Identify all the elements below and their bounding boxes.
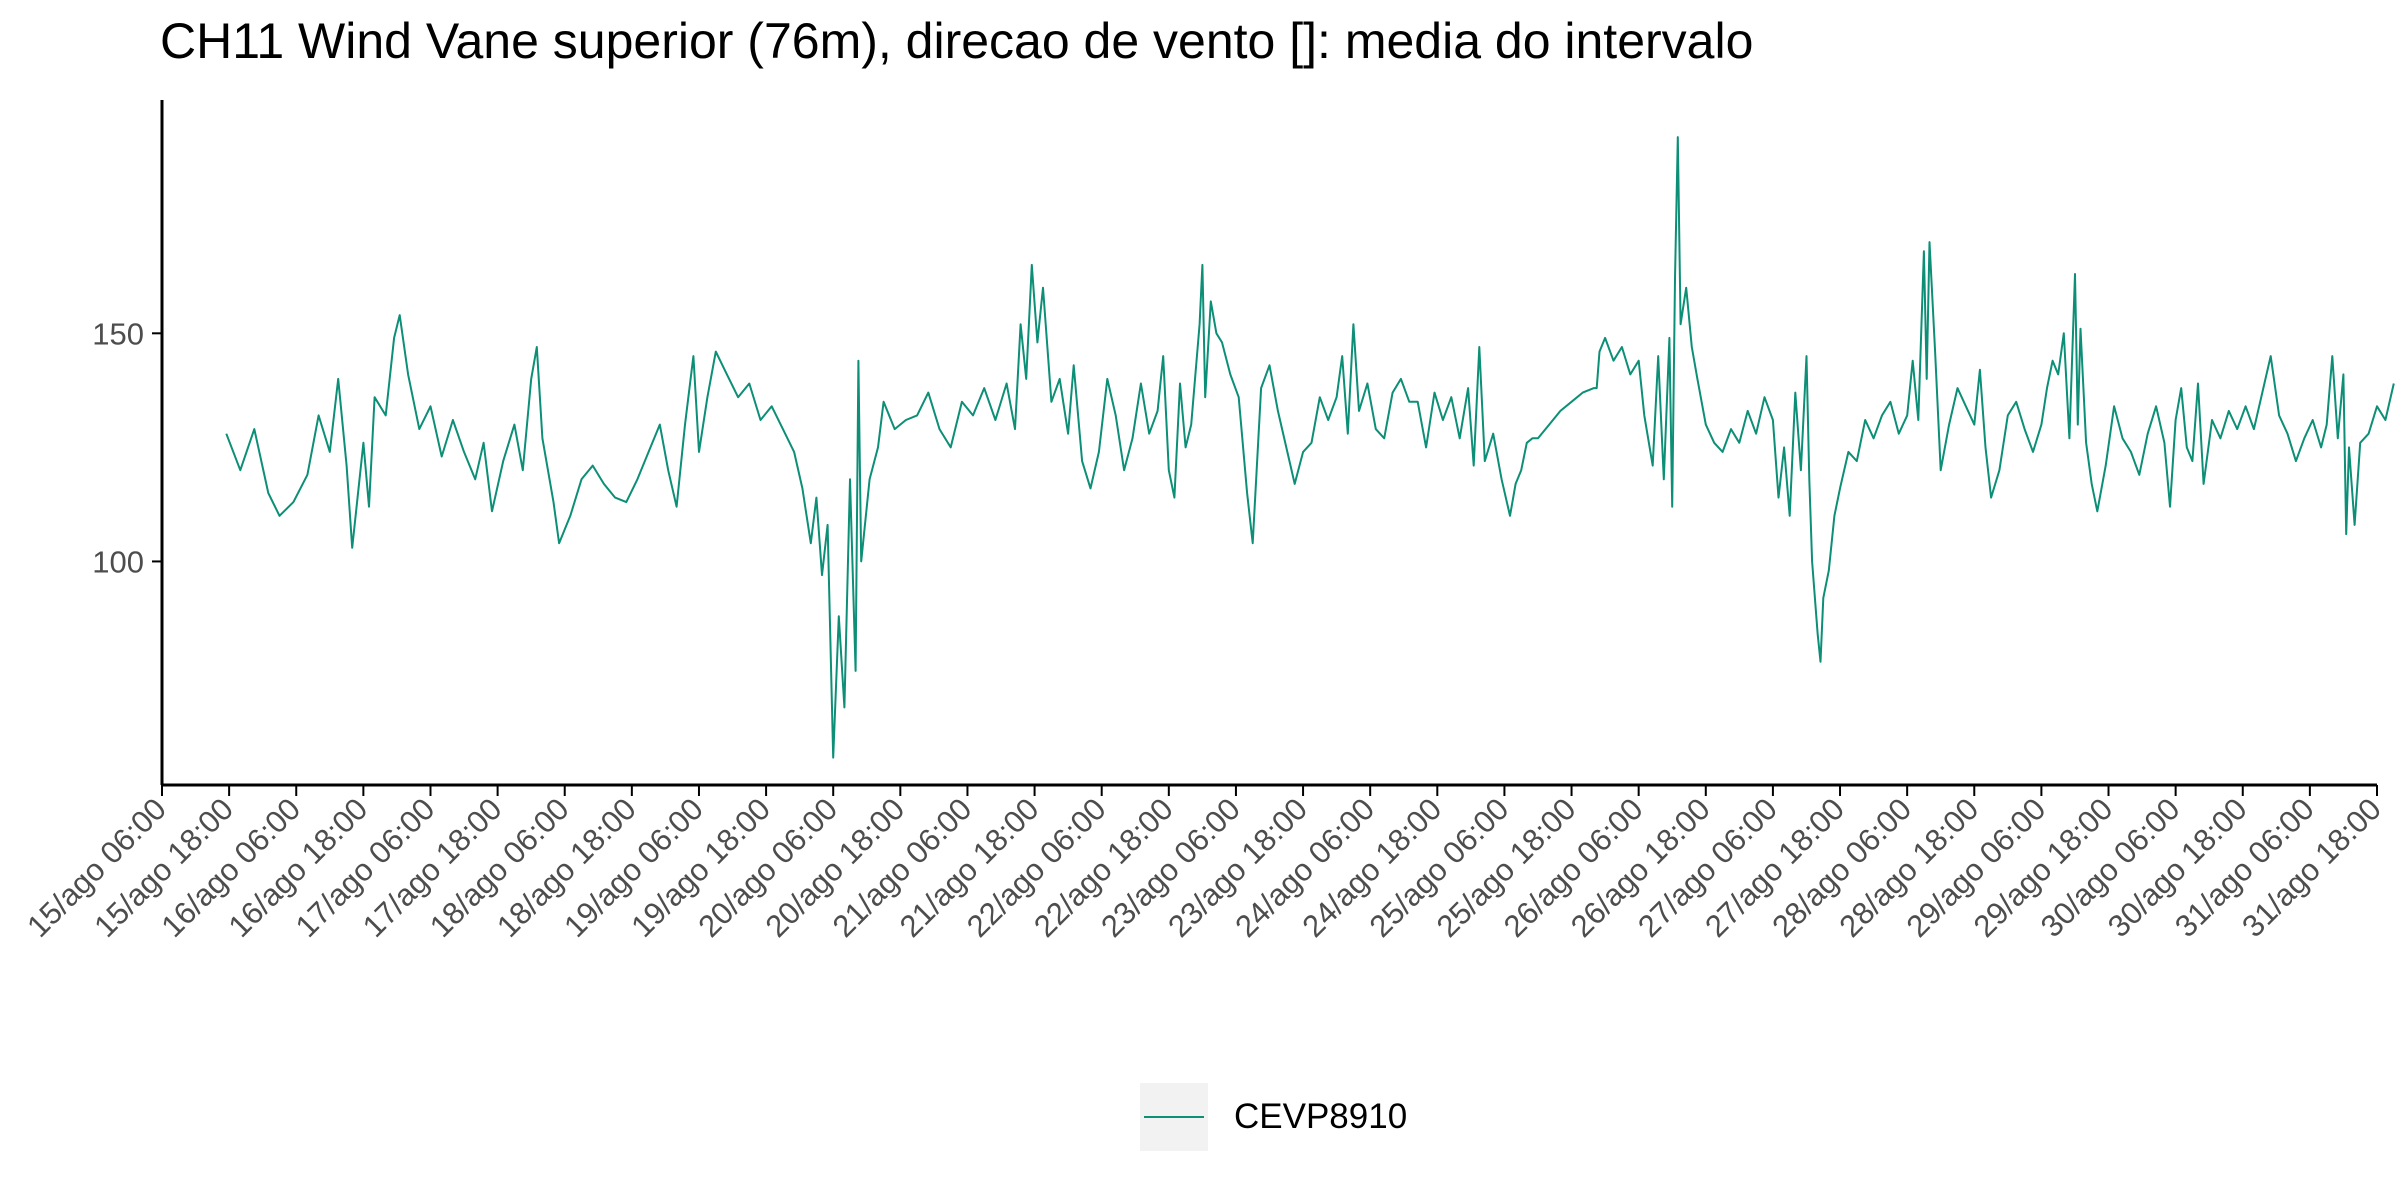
legend: CEVP8910	[1140, 1083, 1407, 1151]
y-tick-label: 150	[92, 316, 144, 351]
series-layer	[225, 136, 2395, 759]
chart-title: CH11 Wind Vane superior (76m), direcao d…	[160, 13, 1754, 69]
legend-label: CEVP8910	[1234, 1097, 1408, 1136]
y-tick-label: 100	[92, 544, 144, 579]
legend-key	[1140, 1083, 1208, 1151]
series-line-cevp8910	[225, 136, 2395, 759]
legend-line-swatch	[1144, 1116, 1204, 1118]
